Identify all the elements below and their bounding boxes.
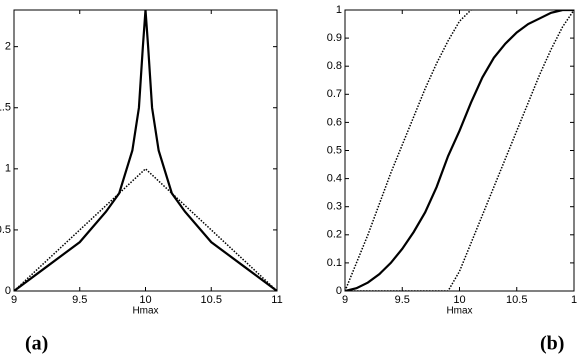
data-line <box>14 167 277 291</box>
panel-label: (b) <box>540 333 564 355</box>
x-tick-label: 9.5 <box>395 294 410 306</box>
y-tick-label: 0.4 <box>327 173 342 185</box>
y-tick-label: 1 <box>336 4 342 16</box>
y-tick-label: 0 <box>5 285 11 297</box>
x-tick-label: 9.5 <box>72 294 87 306</box>
y-tick-label: 1 <box>5 163 11 175</box>
data-line <box>345 10 574 291</box>
data-line <box>345 10 472 291</box>
x-tick-label: 1 <box>571 294 577 306</box>
y-tick-label: 0.3 <box>327 201 342 213</box>
plot-frame <box>344 9 575 292</box>
x-axis-label: Hmax <box>132 306 158 317</box>
y-tick-label: 2 <box>5 41 11 53</box>
y-tick-label: 0.6 <box>327 116 342 128</box>
y-tick-label: 0.5 <box>327 144 342 156</box>
x-tick-label: 10.5 <box>506 294 527 306</box>
y-tick-label: 0.7 <box>327 88 342 100</box>
data-line <box>345 10 574 291</box>
data-line <box>14 10 277 291</box>
y-tick-label: 1.5 <box>0 102 11 114</box>
x-tick-label: 10.5 <box>201 294 222 306</box>
y-tick-label: 0.1 <box>327 257 342 269</box>
x-tick-label: 10 <box>139 294 151 306</box>
x-tick-label: 10 <box>453 294 465 306</box>
plot-frame <box>13 9 278 292</box>
y-tick-label: 0.5 <box>0 224 11 236</box>
x-tick-label: 9 <box>342 294 348 306</box>
x-tick-label: 11 <box>271 294 282 306</box>
x-axis-label: Hmax <box>446 306 472 317</box>
y-tick-label: 0.2 <box>327 229 342 241</box>
y-tick-label: 0.8 <box>327 60 342 72</box>
x-tick-label: 9 <box>11 294 17 306</box>
y-tick-label: 0.9 <box>327 32 342 44</box>
y-tick-label: 0 <box>336 285 342 297</box>
panel-label: (a) <box>25 333 48 355</box>
